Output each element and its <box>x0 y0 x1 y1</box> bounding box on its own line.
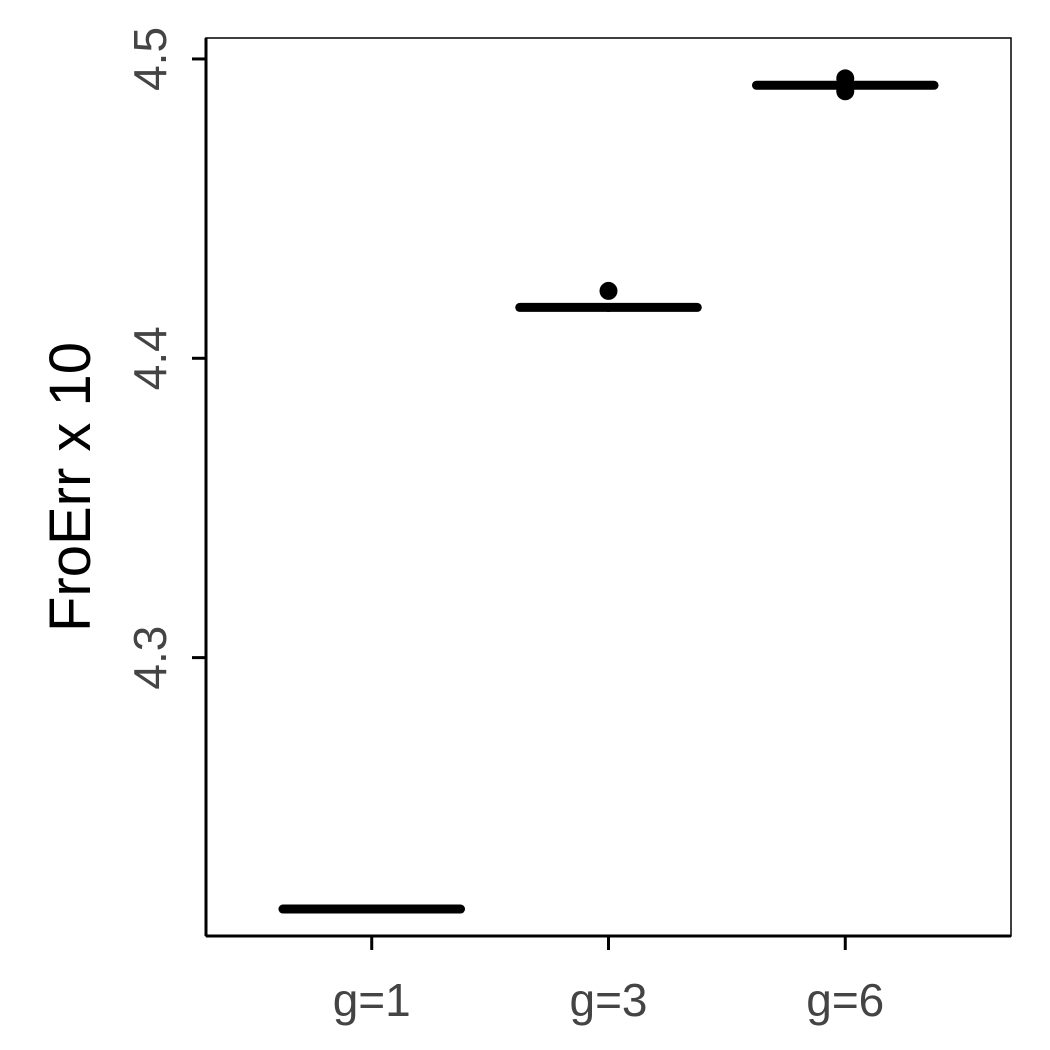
x-tick-label: g=3 <box>569 974 647 1026</box>
x-tick-label: g=6 <box>806 974 884 1026</box>
box-g=3 <box>515 281 702 312</box>
box-g=1 <box>278 904 466 914</box>
outlier-point <box>836 69 855 88</box>
y-axis-ticks: 4.3 4.4 4.5 <box>124 27 206 690</box>
y-tick-label: 4.5 <box>124 27 176 91</box>
box-series <box>278 69 939 914</box>
plot-panel <box>205 37 1012 937</box>
y-tick-label: 4.3 <box>124 626 176 690</box>
outlier-point <box>599 281 618 300</box>
y-tick-label: 4.4 <box>124 326 176 390</box>
x-tick-label: g=1 <box>333 974 411 1026</box>
box-g=6 <box>751 69 939 101</box>
x-axis-ticks: g=1 g=3 g=6 <box>333 936 884 1026</box>
y-axis-title: FroErr x 10 <box>38 342 103 632</box>
